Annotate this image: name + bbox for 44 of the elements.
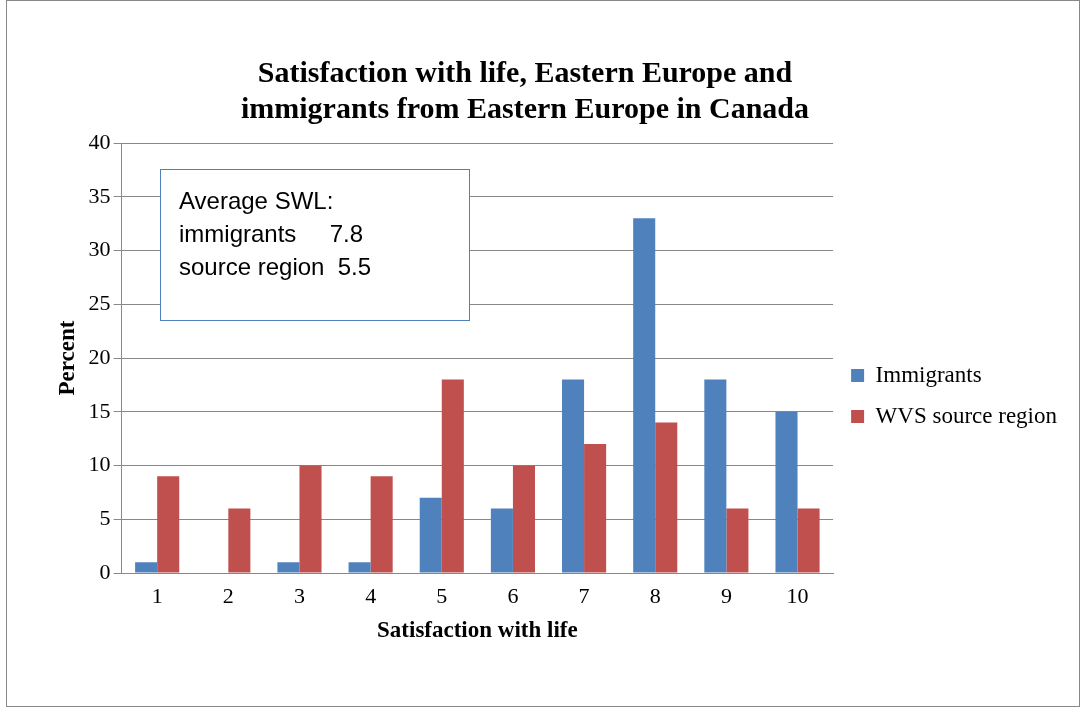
bar [584,444,607,573]
bar [419,497,442,573]
x-tick-label: 2 [222,582,234,608]
bar [441,379,464,573]
bar [348,562,371,573]
bar [512,465,535,573]
y-tick-label: 0 [99,558,111,584]
y-tick-label: 40 [88,128,111,154]
bar [562,379,585,573]
bar [490,508,513,573]
bar [370,476,393,573]
text-box: Average SWL: immigrants 7.8 source region 5.5 [160,169,470,321]
bar [157,476,180,573]
bar [633,218,656,573]
y-axis-title: Percent [53,320,79,396]
bar [775,411,798,573]
x-tick-label: 8 [649,582,661,608]
x-tick-label: 5 [436,582,448,608]
bar [655,422,678,573]
bar [299,465,322,573]
bar [704,379,727,573]
bar [277,562,300,573]
y-tick-label: 35 [88,182,111,208]
x-tick-label: 10 [786,582,809,608]
legend-label: Immigrants [875,361,982,387]
y-tick-label: 30 [88,236,111,262]
bar [797,508,820,573]
x-tick-label: 1 [151,582,163,608]
x-tick-label: 6 [507,582,519,608]
chart-title: Satisfaction with life, Eastern Europe and immigrants from Eastern Europe in Canada [239,54,811,126]
y-tick-label: 15 [88,397,111,423]
legend-label: WVS source region [875,402,1058,428]
bar [135,562,158,573]
y-tick-label: 10 [88,451,111,477]
x-tick-label: 3 [293,582,305,608]
bar [228,508,251,573]
y-tick-label: 25 [88,290,111,316]
x-tick-label: 9 [720,582,732,608]
bar [726,508,749,573]
x-axis-title: Satisfaction with life [377,617,578,643]
x-tick-label: 7 [578,582,590,608]
y-tick-label: 20 [88,343,111,369]
y-tick-label: 5 [99,505,111,531]
x-tick-label: 4 [365,582,377,608]
